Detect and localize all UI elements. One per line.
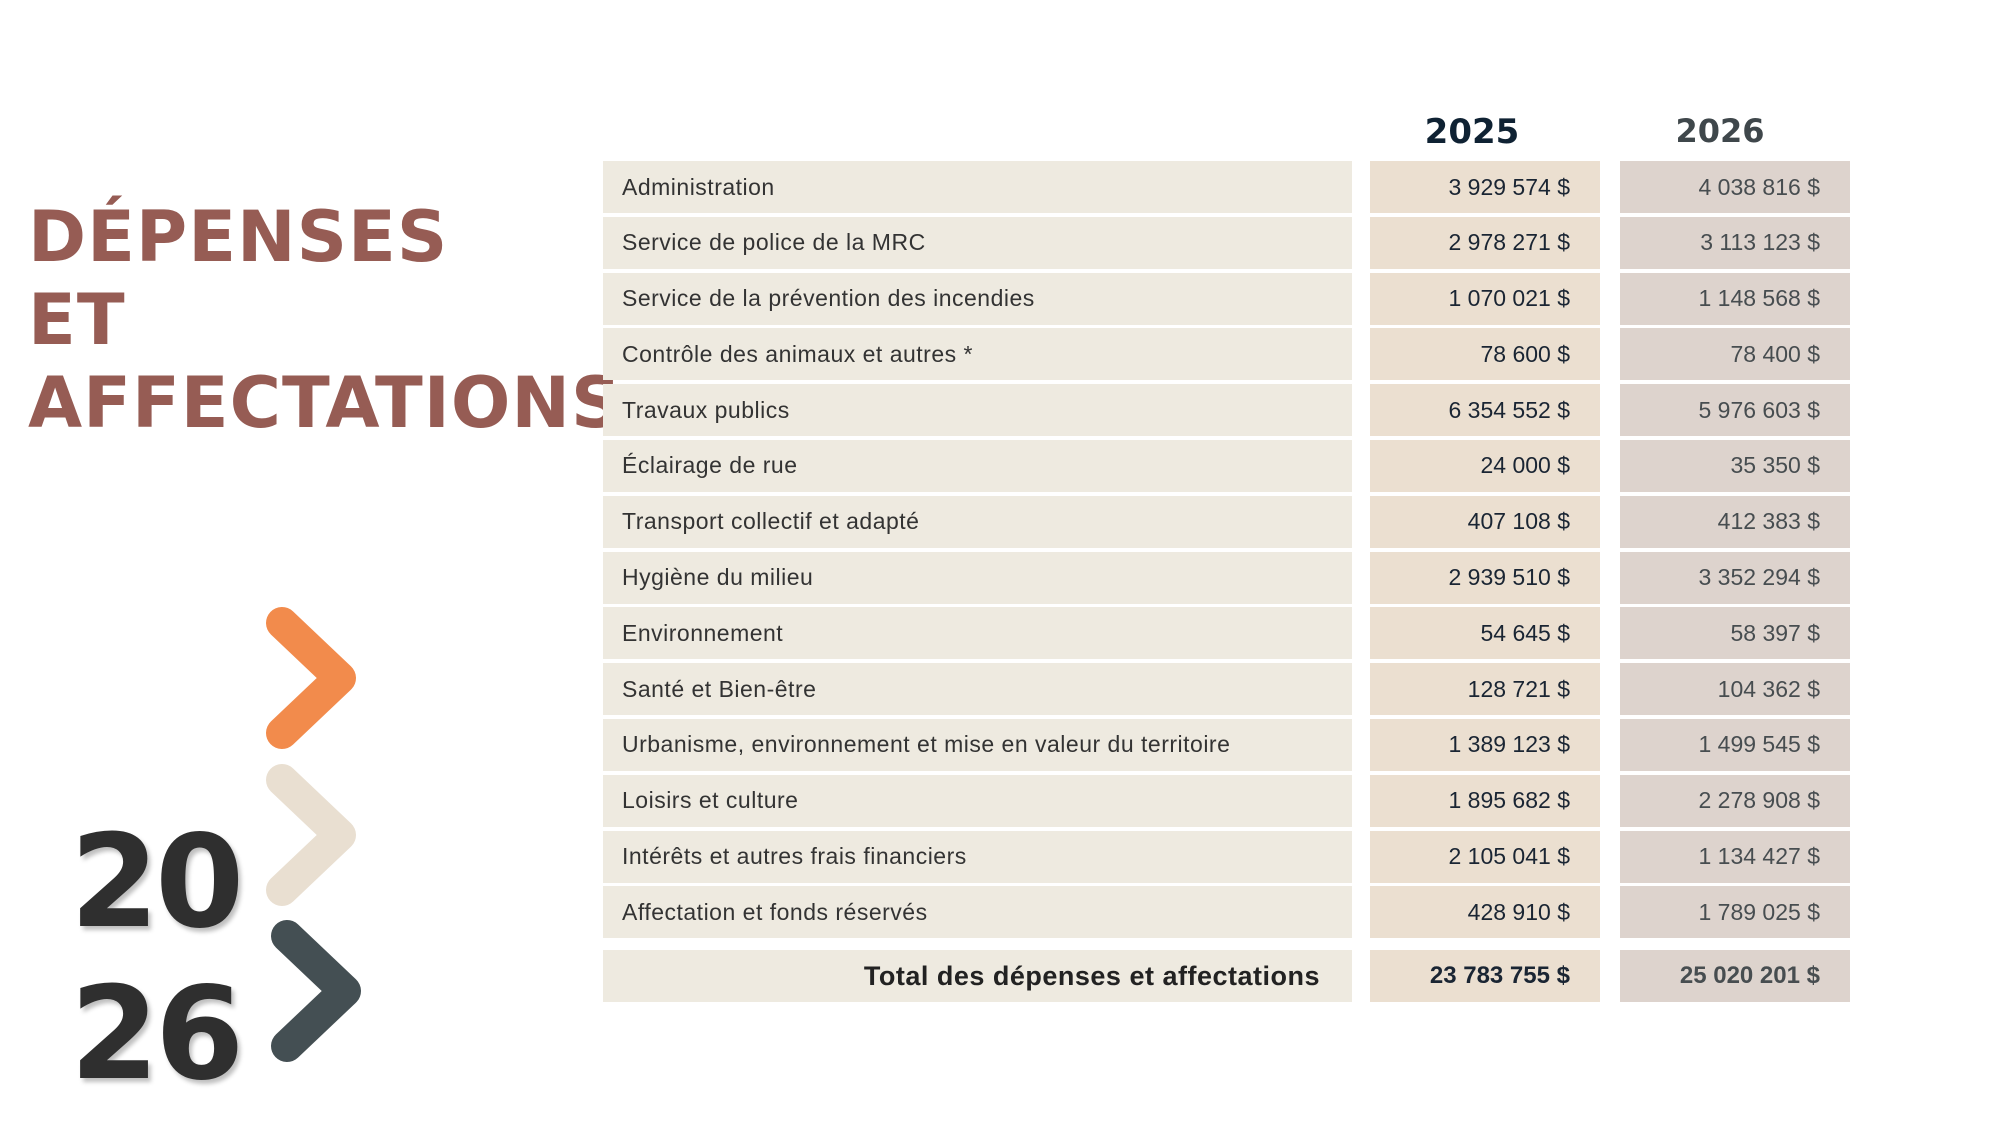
value-2026: 1 499 545 $ xyxy=(1620,718,1850,771)
value-2026: 3 352 294 $ xyxy=(1620,551,1850,604)
value-2025: 1 070 021 $ xyxy=(1370,272,1600,325)
value-2025: 6 354 552 $ xyxy=(1370,384,1600,437)
chevron-right-beige-icon xyxy=(266,764,356,906)
total-value-2025: 23 783 755 $ xyxy=(1370,950,1600,1003)
value-2026: 1 134 427 $ xyxy=(1620,830,1850,883)
value-2026: 58 397 $ xyxy=(1620,607,1850,660)
column-header-2025: 2025 xyxy=(1424,112,1520,152)
budget-table: Administration 3 929 574 $4 038 816 $ Serv… xyxy=(603,161,1850,1006)
table-row: Urbanisme, environnement et mise en vale… xyxy=(603,718,1850,771)
column-header-2026: 2026 xyxy=(1675,112,1765,150)
value-2026: 412 383 $ xyxy=(1620,495,1850,548)
title-line-3: AFFECTATIONS xyxy=(28,362,623,444)
table-row: Loisirs et culture 1 895 682 $ 2 278 908 $ xyxy=(603,774,1850,827)
value-2025: 2 939 510 $ xyxy=(1370,551,1600,604)
table-row: Contrôle des animaux et autres * 78 600 $… xyxy=(603,328,1850,381)
table-row: Hygiène du milieu 2 939 510 $ 3 352 294 $ xyxy=(603,551,1850,604)
page-title: DÉPENSES ET AFFECTATIONS xyxy=(28,196,622,445)
total-row-label: Total des dépenses et affectations xyxy=(603,950,1352,1003)
value-2025: 407 108 $ xyxy=(1370,495,1600,548)
row-label: Travaux publics xyxy=(603,384,1352,437)
value-2026: 4 038 816 $ xyxy=(1620,161,1850,213)
value-2026: 35 350 $ xyxy=(1620,439,1850,492)
value-2025: 1 389 123 $ xyxy=(1370,718,1600,771)
row-label: Administration xyxy=(603,161,1352,213)
chevron-right-dark-icon xyxy=(271,920,361,1062)
row-label: Santé et Bien-être xyxy=(603,663,1352,716)
value-2025: 128 721 $ xyxy=(1370,663,1600,716)
value-2025: 1 895 682 $ xyxy=(1370,774,1600,827)
table-row: Environnement 54 645 $ 58 397 $ xyxy=(603,607,1850,660)
total-value-2026: 25 020 201 $ xyxy=(1620,950,1850,1003)
table-row: Éclairage de rue 24 000 $ 35 350 $ xyxy=(603,439,1850,492)
value-2025: 2 978 271 $ xyxy=(1370,216,1600,269)
table-row: Travaux publics 6 354 552 $ 5 976 603 $ xyxy=(603,384,1850,437)
value-2025: 2 105 041 $ xyxy=(1370,830,1600,883)
value-2025: 78 600 $ xyxy=(1370,328,1600,381)
value-2025: 24 000 $ xyxy=(1370,439,1600,492)
row-label: Hygiène du milieu xyxy=(603,551,1352,604)
row-label: Éclairage de rue xyxy=(603,439,1352,492)
year-badge-top: 20 xyxy=(70,808,244,957)
table-row: Service de la prévention des incendies 1 … xyxy=(603,272,1850,325)
table-row: Transport collectif et adapté 407 108 $ 41… xyxy=(603,495,1850,548)
value-2026: 104 362 $ xyxy=(1620,663,1850,716)
row-label: Affectation et fonds réservés xyxy=(603,886,1352,939)
table-row: Service de police de la MRC 2 978 271 $ 3 … xyxy=(603,216,1850,269)
row-label: Environnement xyxy=(603,607,1352,660)
title-line-2: ET xyxy=(28,279,126,361)
row-label: Contrôle des animaux et autres * xyxy=(603,328,1352,381)
row-label: Intérêts et autres frais financiers xyxy=(603,830,1352,883)
value-2026: 1 148 568 $ xyxy=(1620,272,1850,325)
table-row: Santé et Bien-être 128 721 $ 104 362 $ xyxy=(603,663,1850,716)
value-2026: 1 789 025 $ xyxy=(1620,886,1850,939)
table-row: Intérêts et autres frais financiers 2 105… xyxy=(603,830,1850,883)
row-label: Service de la prévention des incendies xyxy=(603,272,1352,325)
value-2026: 3 113 123 $ xyxy=(1620,216,1850,269)
value-2025: 428 910 $ xyxy=(1370,886,1600,939)
table-row: Affectation et fonds réservés 428 910 $ 1 … xyxy=(603,886,1850,939)
value-2026: 78 400 $ xyxy=(1620,328,1850,381)
value-2026: 5 976 603 $ xyxy=(1620,384,1850,437)
value-2025: 54 645 $ xyxy=(1370,607,1600,660)
row-label: Transport collectif et adapté xyxy=(603,495,1352,548)
row-label: Loisirs et culture xyxy=(603,774,1352,827)
title-line-1: DÉPENSES xyxy=(28,196,449,278)
row-label: Service de police de la MRC xyxy=(603,216,1352,269)
row-label: Urbanisme, environnement et mise en vale… xyxy=(603,718,1352,771)
total-row: Total des dépenses et affectations 23 783… xyxy=(603,950,1850,1003)
value-2025: 3 929 574 $ xyxy=(1370,161,1600,213)
chevron-right-orange-icon xyxy=(266,607,356,749)
value-2026: 2 278 908 $ xyxy=(1620,774,1850,827)
year-badge-bottom: 26 xyxy=(70,960,244,1109)
table-row: Administration 3 929 574 $ 4 038 816 $ xyxy=(603,161,1850,213)
